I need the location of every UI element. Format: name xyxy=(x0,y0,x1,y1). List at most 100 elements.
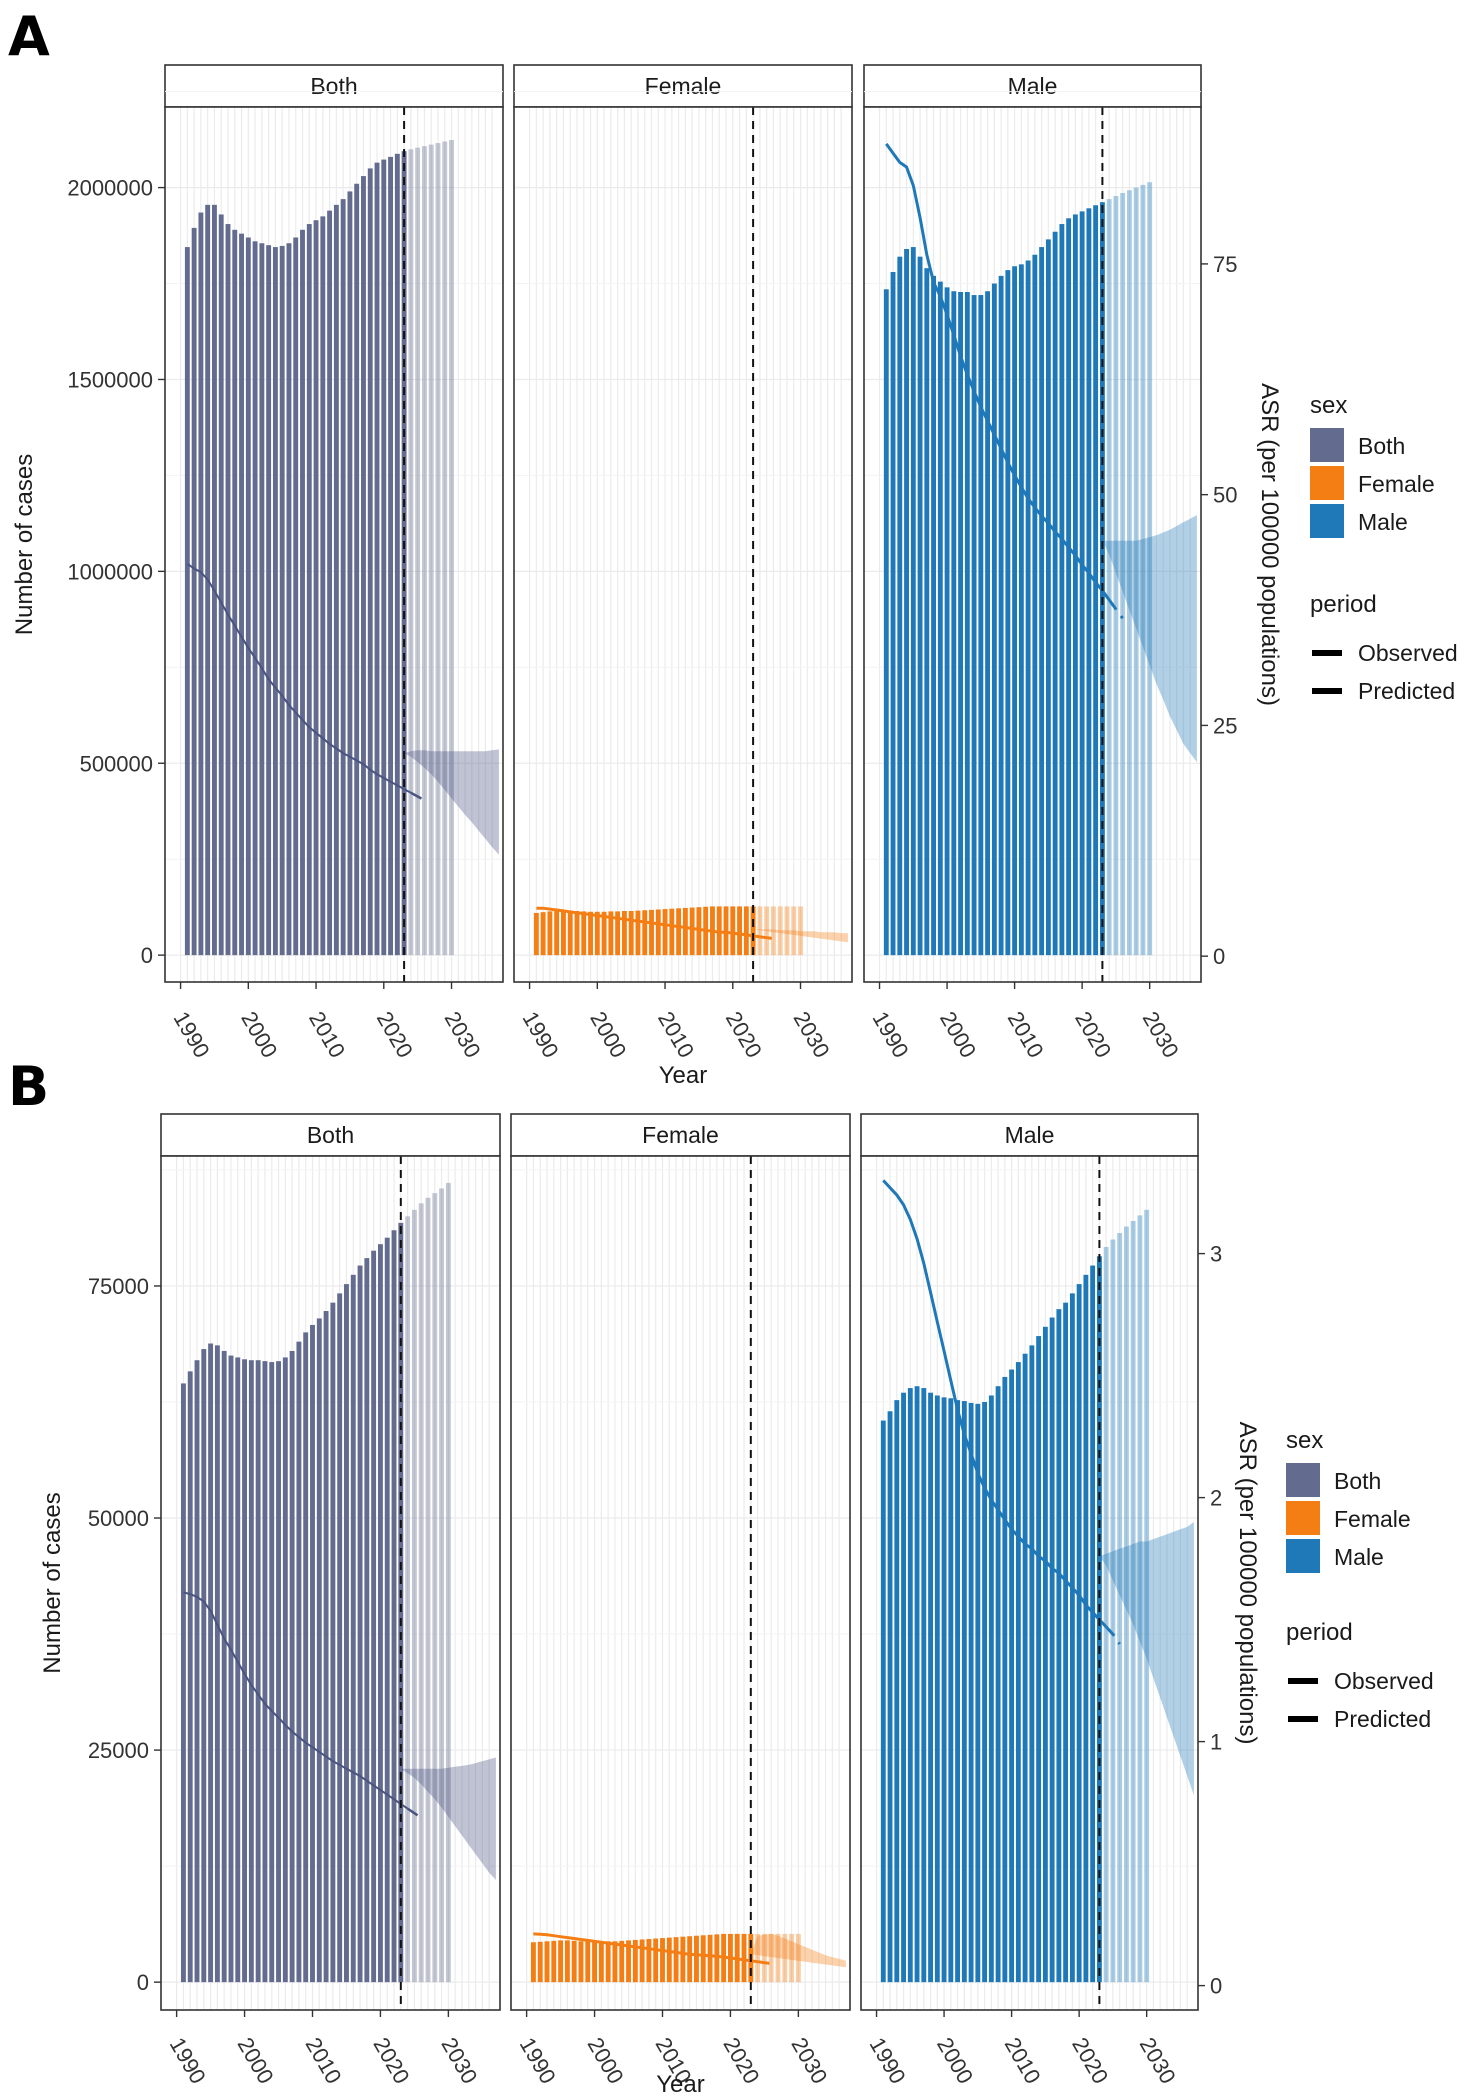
bar xyxy=(567,910,573,956)
asr-ribbon xyxy=(1102,515,1197,763)
bar xyxy=(897,256,903,956)
bar xyxy=(621,911,627,956)
legend-swatch-both xyxy=(1286,1463,1320,1497)
bar xyxy=(887,1411,893,1983)
bar xyxy=(398,1222,404,1983)
bar xyxy=(310,1324,315,1983)
bar xyxy=(282,1357,288,1983)
bar xyxy=(198,212,204,956)
facet-strip xyxy=(513,64,853,108)
bar xyxy=(988,1395,994,1983)
bar xyxy=(194,1360,200,1983)
bar xyxy=(1113,196,1119,956)
bar xyxy=(252,241,258,956)
bar xyxy=(558,1940,564,1983)
bar xyxy=(626,1940,631,1983)
bar xyxy=(764,906,770,956)
bar xyxy=(890,272,896,956)
bar xyxy=(530,1942,536,1983)
bar xyxy=(646,1938,652,1983)
bar xyxy=(388,156,393,956)
bar xyxy=(316,1318,322,1983)
bar xyxy=(588,911,593,956)
bar xyxy=(208,1343,214,1983)
bar xyxy=(1039,247,1045,956)
legend-label-female: Female xyxy=(1334,1506,1411,1532)
bar xyxy=(255,1360,261,1983)
bar xyxy=(357,1265,363,1983)
bar xyxy=(689,907,695,956)
bar xyxy=(421,146,427,956)
bar xyxy=(367,168,373,956)
bar xyxy=(901,1392,906,1983)
bar xyxy=(381,159,387,956)
bar xyxy=(1012,266,1018,956)
bar xyxy=(374,162,380,956)
x-tick-label: 2000 xyxy=(583,2033,629,2088)
bar xyxy=(337,1293,343,1983)
bar xyxy=(391,1230,397,1983)
bar xyxy=(418,1203,424,1983)
legend-title-period: period xyxy=(1286,1619,1353,1646)
bar xyxy=(551,1940,557,1983)
panel-border xyxy=(860,1155,1199,2011)
bar xyxy=(361,176,366,956)
y-tick-label: 0 xyxy=(137,1970,149,1995)
y-tick-label: 500000 xyxy=(80,751,153,776)
bar xyxy=(883,289,889,956)
x-tick-label: 2020 xyxy=(1070,1007,1116,1062)
asr-ribbon xyxy=(753,929,848,943)
facet-strip xyxy=(510,1113,851,1157)
facet-strip xyxy=(160,1113,501,1157)
legend-title-sex: sex xyxy=(1310,392,1347,419)
x-tick-label: 2010 xyxy=(1000,2033,1046,2088)
asr-ribbon xyxy=(750,1933,846,1968)
x-tick-label: 2030 xyxy=(789,1007,835,1062)
asr-ribbon xyxy=(400,1757,496,1880)
bar xyxy=(245,237,251,956)
bar xyxy=(585,1941,591,1983)
bar xyxy=(955,1400,961,1983)
facet-strip xyxy=(860,1113,1199,1157)
bar xyxy=(540,912,546,956)
legend-title-sex: sex xyxy=(1286,1427,1323,1454)
bar xyxy=(924,268,930,956)
bar xyxy=(784,906,790,956)
bar xyxy=(755,1933,761,1983)
y-axis-title: Number of cases xyxy=(11,454,38,635)
bar xyxy=(978,295,984,956)
bar xyxy=(1009,1369,1015,1983)
bar xyxy=(894,1400,900,1983)
bar xyxy=(1032,254,1038,956)
x-tick-label: 2030 xyxy=(1135,2033,1181,2088)
asr-line-predicted xyxy=(1107,599,1124,620)
bar xyxy=(1063,1302,1069,1983)
bar xyxy=(1090,1265,1096,1983)
asr-line-observed xyxy=(536,906,761,939)
panel-label: A xyxy=(8,5,50,68)
bar xyxy=(928,1392,933,1983)
bar xyxy=(750,906,756,956)
bar xyxy=(655,909,661,956)
x-tick-label: 2020 xyxy=(721,1007,767,1062)
facet-male: Male 1990 2000 2010 2020 2030 0 1 2 3 xyxy=(860,1113,1222,2088)
y2-axis-title: ASR (per 100000 populations) xyxy=(1234,1422,1261,1745)
bar xyxy=(533,912,539,956)
bar xyxy=(777,906,783,956)
bar xyxy=(1079,211,1085,956)
bar xyxy=(544,1941,550,1983)
bar xyxy=(547,911,553,956)
bar xyxy=(789,1933,795,1983)
y-tick-label: 75000 xyxy=(88,1274,149,1299)
bar xyxy=(218,214,224,956)
bar xyxy=(1130,1220,1136,1983)
bar xyxy=(642,910,648,956)
panel-border xyxy=(863,106,1202,983)
x-tick-label: 1990 xyxy=(515,2033,561,2088)
bar xyxy=(975,1403,981,1983)
bar xyxy=(592,1941,598,1983)
legend: sex Both Female Male period Observed Predicted xyxy=(1286,1427,1434,1732)
x-tick-label: 1990 xyxy=(169,1007,215,1062)
